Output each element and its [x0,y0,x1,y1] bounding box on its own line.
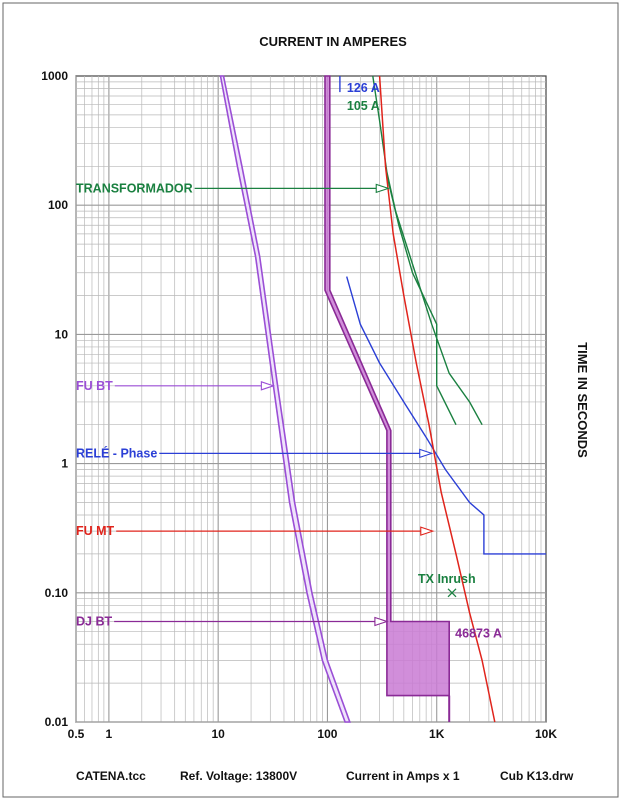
leader-rele: RELÉ - Phase [76,445,434,460]
transformer-curve-b [386,175,457,426]
series-transformer: TX Inrush 105 A [347,75,483,598]
series-dj-bt [324,75,451,722]
footer-current-scale: Current in Amps x 1 [346,769,460,783]
leader-transformer: TRANSFORMADOR [76,181,390,195]
grid [75,75,547,723]
x-tick-label: 10 [211,727,225,741]
y-tick-label: 1000 [41,69,68,83]
plot-area: TX Inrush 105 A 126 A 46873 A TRANSFORMADOR F… [76,75,546,723]
dj-bt-band [324,75,451,697]
rele-top-label: 126 A [347,81,380,95]
rele-curve [346,276,546,555]
y-tick-label: 0.10 [45,586,69,600]
y-tick-label: 1 [61,457,68,471]
series-fu-mt [378,75,496,723]
leader-fu_bt: FU BT [76,379,276,393]
series-rele: 126 A [339,76,546,555]
rele-label: RELÉ - Phase [76,445,157,460]
footer-drawing: Cub K13.drw [500,769,574,783]
plot-border [75,75,547,723]
transformer-curve-a [372,75,483,426]
transformer-arrowhead [375,183,390,194]
dj_bt-label: DJ BT [76,614,112,628]
dj_bt-arrowhead [374,616,389,627]
series-fu-bt [219,75,351,723]
x-tick-label: 1 [106,727,113,741]
y-tick-label: 100 [48,198,68,212]
fu-bt-band-hatch [219,75,346,723]
fu_bt-label: FU BT [76,379,113,393]
leader-fu_mt: FU MT [76,524,435,538]
fu-mt-curve [378,75,496,723]
rele-arrowhead [419,448,434,459]
tx-inrush-label: TX Inrush [418,572,476,586]
x-tick-label: 100 [317,727,337,741]
tick-labels: 0.5 1 10 100 1K 10K 1000 100 10 1 0.10 0.01 [41,69,557,741]
x-tick-label: 0.5 [68,727,85,741]
chart-title: CURRENT IN AMPERES [259,34,407,49]
fu_mt-arrowhead [420,526,435,536]
footer: CATENA.tcc Ref. Voltage: 13800V Current … [76,769,574,783]
x-tick-label: 1K [429,727,445,741]
dj-bt-pickup-label: 46873 A [455,626,502,640]
transformer-label: TRANSFORMADOR [76,181,193,195]
y-tick-label: 10 [55,327,69,341]
tx-inrush-marker [447,588,457,598]
fu_bt-arrowhead [260,381,276,391]
x-tick-label: 10K [535,727,557,741]
transformer-top-label: 105 A [347,99,380,113]
leader-dj_bt: DJ BT [76,614,389,628]
footer-file: CATENA.tcc [76,769,146,783]
fu_mt-label: FU MT [76,524,115,538]
y-axis-label: TIME IN SECONDS [575,342,590,458]
footer-ref-voltage: Ref. Voltage: 13800V [180,769,297,783]
y-tick-label: 0.01 [45,715,69,729]
